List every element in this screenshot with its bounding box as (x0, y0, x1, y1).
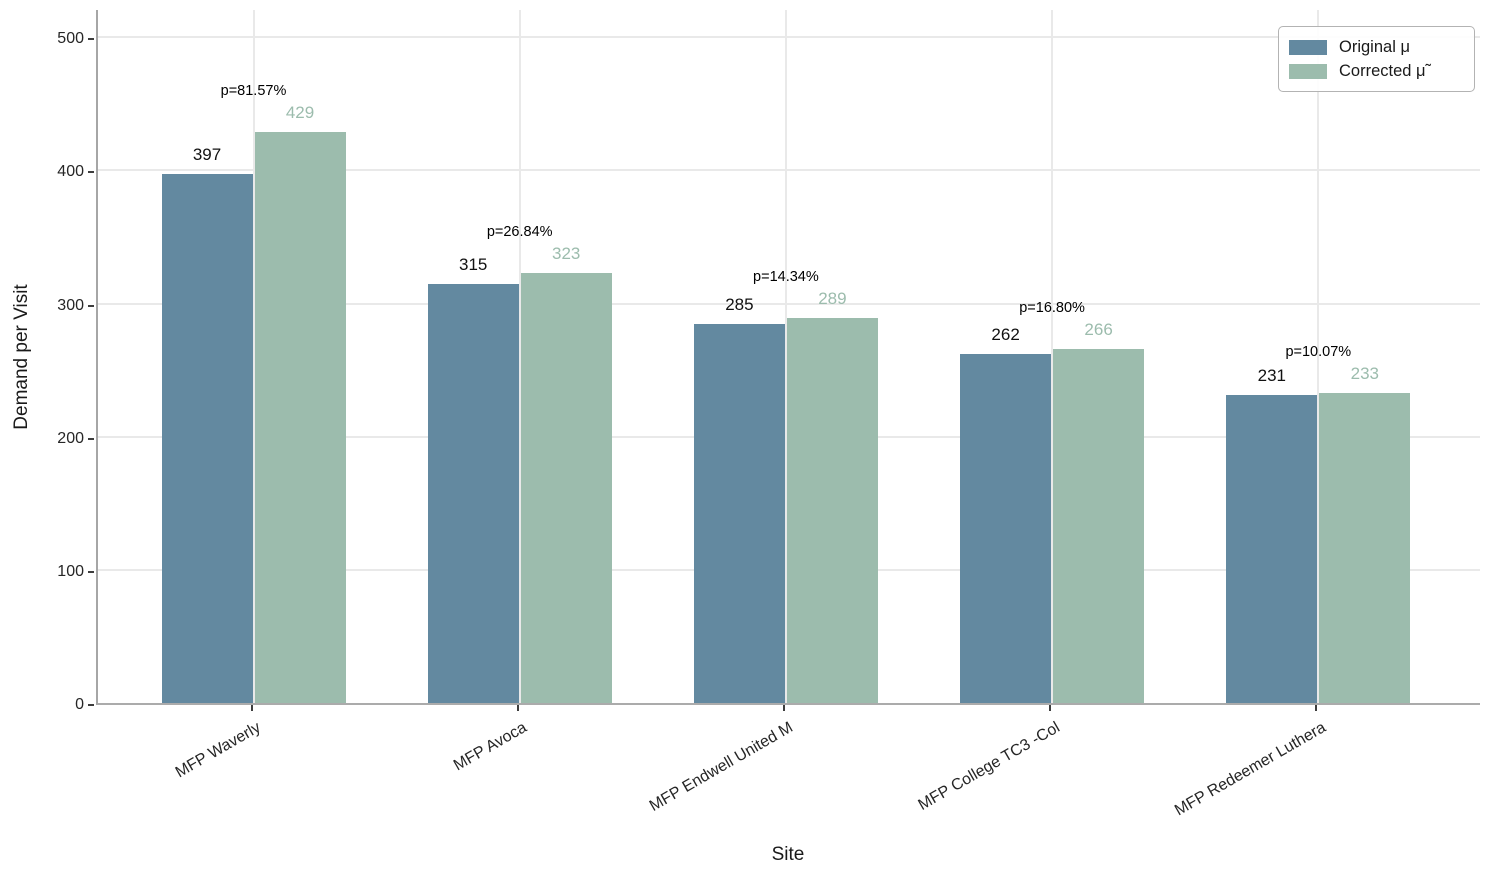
bar-corrected (786, 318, 878, 703)
bar-value-label: 285 (725, 294, 754, 314)
p-value-annotation: p=16.80% (1019, 299, 1085, 316)
p-value-annotation: p=26.84% (486, 223, 553, 240)
bar-value-label: 315 (459, 254, 488, 274)
bar-value-label: 323 (552, 243, 581, 263)
bar-original (427, 283, 519, 703)
p-value-annotation: p=81.57% (220, 82, 287, 99)
x-tick-mark (250, 705, 253, 711)
bar-value-label: 233 (1350, 363, 1379, 383)
y-tick-mark (88, 437, 94, 440)
x-tick-mark (1049, 705, 1052, 711)
y-tick-mark (88, 304, 94, 307)
y-tick-label: 0 (75, 696, 84, 713)
gridline-horizontal (98, 169, 1480, 172)
bar-value-label: 397 (192, 145, 222, 165)
bar-corrected (1319, 392, 1411, 703)
legend-swatch-icon (1289, 63, 1327, 79)
x-tick-label: MFP Waverly (173, 719, 264, 782)
gridline-horizontal (98, 302, 1480, 305)
bar-corrected (520, 272, 612, 703)
legend-label: Corrected μ̃ (1339, 61, 1426, 80)
gridline-vertical (1051, 10, 1054, 703)
y-tick-label: 500 (57, 30, 84, 48)
bar-value-label: 266 (1084, 319, 1113, 339)
bar-corrected (1053, 348, 1145, 703)
gridline-vertical (784, 10, 787, 703)
bar-original (161, 174, 253, 703)
p-value-annotation: p=14.34% (753, 269, 819, 286)
x-axis-title: Site (771, 844, 805, 865)
legend-swatch-icon (1289, 39, 1327, 55)
bar-value-label: 289 (818, 289, 847, 309)
gridline-vertical (252, 10, 255, 703)
bar-corrected (254, 131, 346, 703)
bar-original (1226, 395, 1318, 703)
y-tick-label: 400 (57, 163, 84, 181)
x-tick-mark (1315, 705, 1318, 711)
bar-original (693, 323, 785, 703)
y-tick-mark (88, 704, 94, 706)
gridline-horizontal (98, 36, 1480, 39)
y-axis-title: Demand per Visit (11, 284, 32, 430)
bar-value-label: 231 (1257, 366, 1286, 386)
y-tick-mark (88, 171, 94, 174)
legend-item: Corrected μ̃ (1289, 59, 1464, 83)
x-tick-label: MFP Avoca (451, 719, 531, 775)
plot-area: 397 429 p=81.57% 315 323 p=26.84% 285 289 p=14.3… (96, 10, 1480, 705)
x-tick-mark (782, 705, 785, 711)
y-tick-label: 300 (57, 296, 84, 314)
bar-original (960, 354, 1052, 703)
gridline-vertical (518, 10, 521, 703)
legend-label: Original μ (1339, 37, 1410, 56)
x-tick-label: MFP Redeemer Luthera (1171, 719, 1329, 820)
legend: Original μ Corrected μ̃ (1278, 26, 1475, 92)
x-tick-label: MFP Endwell United M (647, 719, 797, 815)
bar-value-label: 262 (991, 325, 1020, 345)
legend-item: Original μ (1289, 35, 1464, 59)
x-tick-mark (516, 705, 519, 711)
gridline-vertical (1317, 10, 1320, 703)
x-tick-label: MFP College TC3 -Col (915, 719, 1063, 814)
y-tick-label: 100 (57, 562, 84, 580)
y-tick-mark (88, 570, 94, 573)
p-value-annotation: p=10.07% (1285, 343, 1352, 360)
y-tick-label: 200 (57, 429, 84, 447)
y-tick-mark (88, 38, 94, 41)
bar-value-label: 429 (285, 102, 315, 122)
